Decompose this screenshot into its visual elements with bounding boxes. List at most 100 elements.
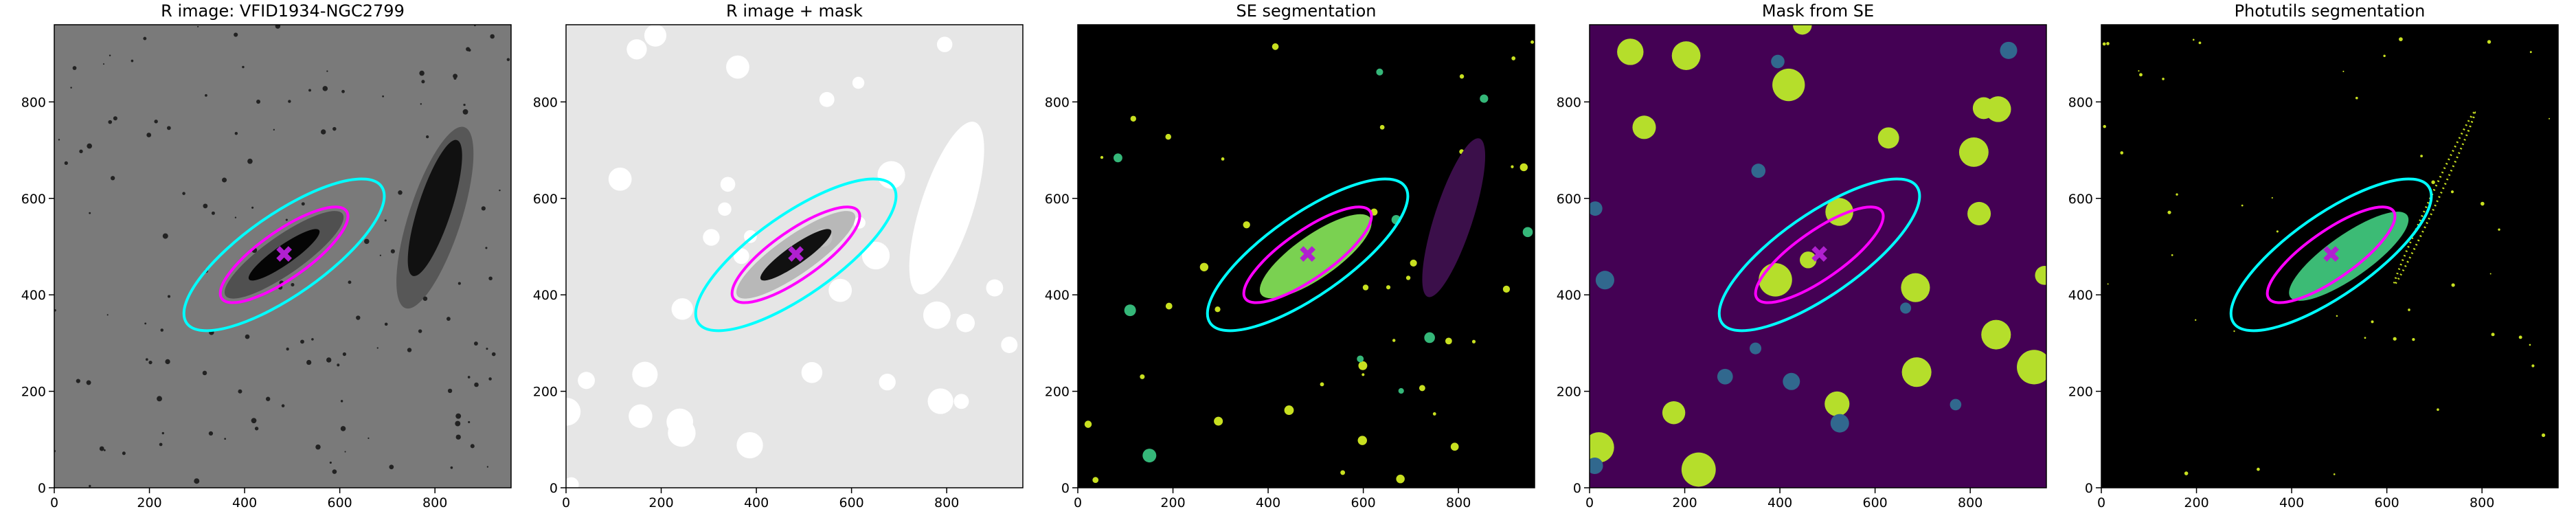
star [256, 99, 261, 104]
mask-circle [1001, 336, 1018, 353]
star [382, 95, 384, 98]
inner-ellipse [218, 205, 350, 304]
mask-circle [629, 404, 653, 428]
star [450, 466, 453, 469]
mask-circle [986, 279, 1004, 297]
x-tick-label: 200 [648, 495, 673, 510]
star [389, 464, 394, 470]
star [247, 158, 253, 164]
star [109, 54, 111, 56]
segment [2420, 155, 2423, 158]
star [165, 359, 170, 365]
segment-target [2289, 212, 2409, 301]
star [89, 484, 91, 488]
segment [1405, 275, 1411, 280]
star [301, 202, 305, 206]
mask-square [1717, 368, 1733, 385]
segment [1140, 374, 1145, 379]
segment [2489, 273, 2492, 275]
mask-circle [1681, 452, 1716, 487]
mask-circle [733, 248, 749, 264]
mask-circle [923, 301, 951, 329]
star [306, 359, 312, 365]
x-tick-label: 400 [1256, 495, 1280, 510]
star [463, 103, 466, 106]
star [76, 379, 80, 383]
segment [2139, 73, 2143, 77]
star [344, 451, 346, 453]
segment [2138, 70, 2140, 72]
mask-circle [801, 361, 823, 383]
star [364, 238, 370, 245]
mask-circle [1981, 319, 2011, 350]
mask-square [1750, 342, 1762, 354]
star [485, 247, 488, 249]
segment [1124, 304, 1136, 317]
inner-ellipse [2266, 205, 2397, 304]
star [473, 341, 478, 346]
star [242, 65, 245, 69]
star [108, 120, 113, 124]
panel-title: SE segmentation [1236, 1, 1377, 21]
segment [1445, 337, 1452, 345]
star [326, 70, 328, 72]
x-tick-label: 800 [934, 495, 959, 510]
segment [1398, 387, 1404, 394]
segment [2481, 201, 2485, 206]
star [379, 254, 381, 256]
x-tick-label: 600 [839, 495, 863, 510]
star [157, 396, 162, 402]
star [455, 413, 462, 419]
segment [1392, 339, 1396, 342]
y-tick-label: 800 [1045, 95, 1070, 110]
star [329, 461, 332, 464]
star [321, 129, 326, 135]
star [285, 218, 288, 221]
mask-circle [1824, 391, 1850, 416]
segment [1092, 477, 1099, 484]
star [332, 469, 337, 474]
star [384, 322, 388, 326]
segment-galaxy [1422, 138, 1486, 297]
segment [1450, 442, 1459, 451]
star [468, 420, 471, 423]
panel: ✖ [566, 25, 1023, 488]
x-tick-label: 400 [1767, 495, 1792, 510]
star [474, 382, 479, 387]
segment [2412, 337, 2415, 341]
x-tick-label: 200 [137, 495, 161, 510]
segment [1471, 339, 1476, 344]
mask-circle [1671, 41, 1701, 70]
x-tick-label: 600 [327, 495, 352, 510]
segment [1130, 115, 1136, 122]
outer-ellipse [694, 177, 898, 333]
segment [2103, 124, 2106, 128]
segment [2184, 471, 2189, 475]
y-tick-label: 200 [533, 385, 558, 400]
star [488, 377, 492, 381]
segment [1165, 133, 1171, 140]
axes-frame [54, 24, 512, 488]
x-tick-label: 400 [2279, 495, 2304, 510]
segment [2233, 330, 2235, 333]
x-tick-label: 600 [1862, 495, 1887, 510]
mask-circle [608, 167, 632, 191]
mask-circle [671, 298, 694, 320]
mask-circle [927, 388, 953, 414]
mask-circle [668, 418, 696, 447]
x-tick-label: 0 [2097, 495, 2105, 510]
segment [1357, 355, 1364, 363]
axes-frame [1589, 24, 2047, 488]
segment [1214, 306, 1221, 313]
segment [2106, 42, 2110, 45]
star [160, 328, 164, 332]
star [376, 347, 379, 349]
star [286, 347, 289, 351]
mask-circle [1800, 251, 1817, 269]
star [481, 206, 486, 211]
star [340, 400, 343, 403]
star [486, 466, 489, 468]
segment-target [1259, 214, 1372, 299]
mask-circle [1662, 401, 1686, 425]
center-marker: ✖ [1298, 241, 1318, 269]
